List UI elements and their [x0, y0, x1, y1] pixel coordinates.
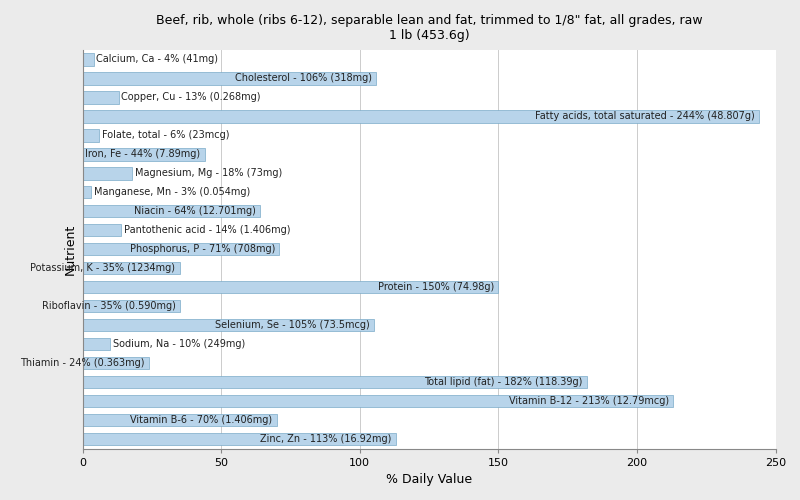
- Bar: [82, 72, 377, 85]
- Text: Calcium, Ca - 4% (41mg): Calcium, Ca - 4% (41mg): [97, 54, 218, 64]
- Text: Protein - 150% (74.98g): Protein - 150% (74.98g): [378, 282, 494, 292]
- Bar: [82, 186, 91, 198]
- Text: Vitamin B-12 - 213% (12.79mcg): Vitamin B-12 - 213% (12.79mcg): [509, 396, 669, 406]
- Text: Zinc, Zn - 113% (16.92mg): Zinc, Zn - 113% (16.92mg): [260, 434, 392, 444]
- Text: Potassium, K - 35% (1234mg): Potassium, K - 35% (1234mg): [30, 263, 175, 273]
- Bar: [82, 92, 118, 104]
- Bar: [82, 224, 122, 236]
- Bar: [82, 300, 180, 312]
- Text: Cholesterol - 106% (318mg): Cholesterol - 106% (318mg): [235, 74, 372, 84]
- Text: Magnesium, Mg - 18% (73mg): Magnesium, Mg - 18% (73mg): [135, 168, 282, 178]
- Text: Phosphorus, P - 71% (708mg): Phosphorus, P - 71% (708mg): [130, 244, 275, 254]
- Text: Sodium, Na - 10% (249mg): Sodium, Na - 10% (249mg): [113, 339, 246, 349]
- Text: Niacin - 64% (12.701mg): Niacin - 64% (12.701mg): [134, 206, 256, 216]
- Text: Copper, Cu - 13% (0.268mg): Copper, Cu - 13% (0.268mg): [122, 92, 261, 102]
- Title: Beef, rib, whole (ribs 6-12), separable lean and fat, trimmed to 1/8" fat, all g: Beef, rib, whole (ribs 6-12), separable …: [156, 14, 702, 42]
- Bar: [82, 129, 99, 141]
- Text: Pantothenic acid - 14% (1.406mg): Pantothenic acid - 14% (1.406mg): [124, 226, 290, 235]
- Bar: [82, 110, 759, 122]
- Text: Fatty acids, total saturated - 244% (48.807g): Fatty acids, total saturated - 244% (48.…: [535, 112, 754, 122]
- Bar: [82, 205, 260, 218]
- Bar: [82, 338, 110, 350]
- Text: Thiamin - 24% (0.363mg): Thiamin - 24% (0.363mg): [21, 358, 145, 368]
- Text: Total lipid (fat) - 182% (118.39g): Total lipid (fat) - 182% (118.39g): [425, 377, 583, 387]
- Bar: [82, 357, 149, 370]
- Text: Folate, total - 6% (23mcg): Folate, total - 6% (23mcg): [102, 130, 230, 140]
- Text: Manganese, Mn - 3% (0.054mg): Manganese, Mn - 3% (0.054mg): [94, 188, 250, 198]
- Text: Iron, Fe - 44% (7.89mg): Iron, Fe - 44% (7.89mg): [86, 150, 200, 160]
- X-axis label: % Daily Value: % Daily Value: [386, 473, 472, 486]
- Bar: [82, 262, 180, 274]
- Bar: [82, 414, 277, 426]
- Bar: [82, 433, 396, 445]
- Bar: [82, 167, 133, 179]
- Y-axis label: Nutrient: Nutrient: [64, 224, 77, 275]
- Bar: [82, 148, 205, 160]
- Bar: [82, 281, 498, 293]
- Text: Riboflavin - 35% (0.590mg): Riboflavin - 35% (0.590mg): [42, 301, 175, 311]
- Bar: [82, 395, 673, 407]
- Bar: [82, 319, 374, 332]
- Text: Selenium, Se - 105% (73.5mcg): Selenium, Se - 105% (73.5mcg): [214, 320, 370, 330]
- Bar: [82, 243, 279, 256]
- Bar: [82, 376, 587, 388]
- Text: Vitamin B-6 - 70% (1.406mg): Vitamin B-6 - 70% (1.406mg): [130, 415, 273, 425]
- Bar: [82, 54, 94, 66]
